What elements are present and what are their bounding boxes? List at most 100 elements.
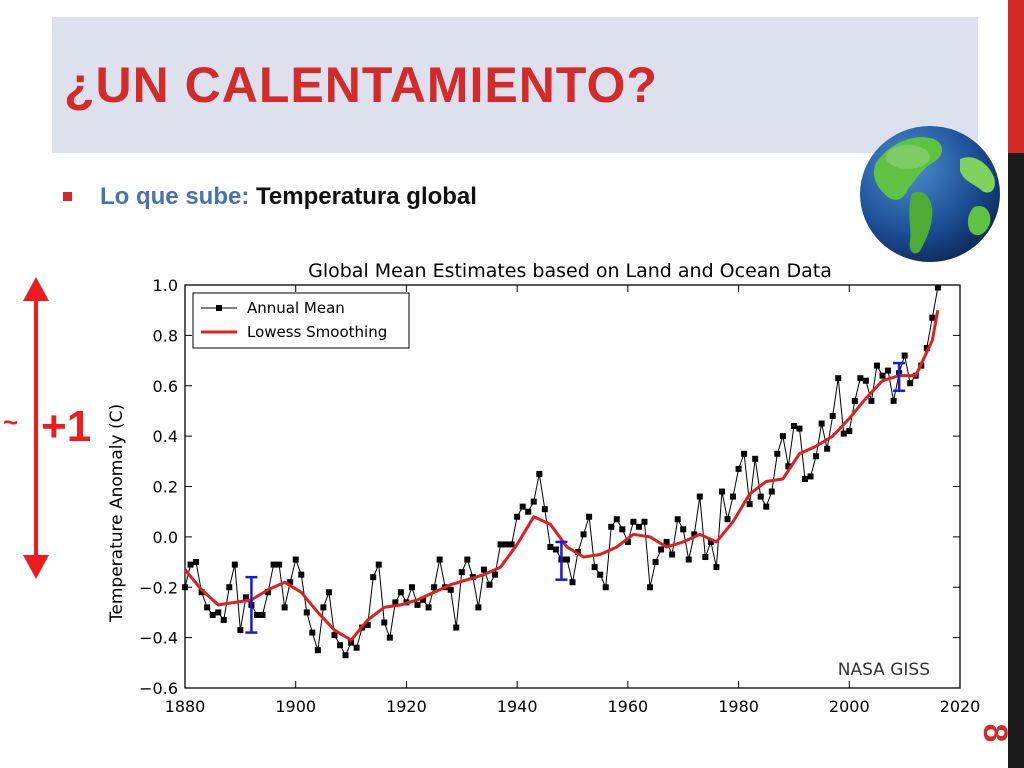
series-annual-mean-point [453,624,460,631]
series-annual-mean-point [226,584,233,591]
series-annual-mean-point [630,518,637,525]
series-annual-mean-point [785,463,792,470]
series-annual-mean-point [934,284,941,291]
series-annual-mean-point [885,367,892,374]
series-annual-mean-point [597,571,604,578]
series-annual-mean-point [381,619,388,626]
series-annual-mean-point [408,584,415,591]
series-annual-mean-point [907,380,914,387]
annotation-approx: ~ [3,407,19,437]
series-annual-mean-point [552,546,559,553]
series-annual-mean-point [674,516,681,523]
x-tick-label: 1880 [165,697,206,716]
x-tick-label: 2000 [829,697,870,716]
series-annual-mean-point [873,362,880,369]
series-annual-mean-point [259,611,266,618]
legend-swatch-annual-marker [216,305,222,311]
y-tick-label: 1.0 [153,276,178,295]
series-annual-mean-point [215,609,222,616]
series-annual-mean-point [353,644,360,651]
bullet-value: Temperatura global [256,183,477,210]
bullet-label: Lo que sube: [100,183,250,210]
series-annual-mean-point [901,352,908,359]
series-annual-mean-point [580,531,587,538]
series-annual-mean-point [237,627,244,634]
series-annual-mean-point [846,428,853,435]
legend-label-annual-mean: Annual Mean [247,299,345,317]
series-annual-mean-point [774,450,781,457]
series-annual-mean-point [890,397,897,404]
series-annual-mean-point [342,652,349,659]
series-annual-mean-point [652,559,659,566]
series-annual-mean-point [508,541,515,548]
series-annual-mean-point [752,455,759,462]
series-annual-mean-point [276,561,283,568]
series-annual-mean-point [420,596,427,603]
series-annual-mean-point [868,397,875,404]
chart-credit: NASA GISS [838,660,930,680]
series-annual-mean-point [835,375,842,382]
series-annual-mean-point [492,571,498,578]
series-annual-mean-point [796,425,803,432]
series-annual-mean-point [392,599,399,606]
series-annual-mean-point [497,541,504,548]
series-annual-mean-point [475,604,482,611]
x-tick-label: 2020 [940,697,981,716]
series-annual-mean-point [309,629,316,636]
x-tick-label: 1940 [497,697,538,716]
series-annual-mean-point [647,584,653,591]
y-tick-label: −0.4 [139,629,178,648]
bullet-square-icon [63,192,72,201]
series-annual-mean-point [414,601,421,608]
series-annual-mean-point [829,412,836,419]
title-band [52,17,978,153]
series-annual-mean-point [563,556,570,563]
series-annual-mean-point [763,503,770,510]
series-annual-mean-point [519,503,526,510]
series-annual-mean-point [397,589,404,596]
series-annual-mean-point [480,566,487,573]
series-annual-mean-point [813,453,820,460]
series-annual-mean-point [929,314,936,321]
series-annual-mean-point [547,543,554,550]
series-annual-mean-point [253,611,260,618]
series-annual-mean-point [818,420,825,427]
page-number: 8 [976,723,1014,743]
series-annual-mean-point [641,518,648,525]
side-accent-red [1008,0,1024,153]
series-annual-mean-point [187,561,194,568]
x-tick-label: 1920 [386,697,427,716]
bullet-point: Lo que sube: Temperatura global [100,183,477,211]
series-annual-mean-point [691,531,698,538]
series-annual-mean-point [337,642,343,649]
series-annual-mean-point [802,475,808,482]
series-annual-mean-point [923,344,930,351]
series-annual-mean-point [287,579,294,586]
y-tick-label: 0.0 [153,528,178,547]
series-annual-mean-point [386,634,393,641]
series-annual-mean-point [857,375,864,382]
series-annual-mean-point [696,493,703,500]
series-annual-mean-point [862,377,869,384]
series-annual-mean-point [879,372,886,379]
series-annual-mean-point [182,584,188,591]
series-annual-mean-point [320,604,327,611]
series-annual-mean-point [768,488,775,495]
series-annual-mean-point [425,604,432,611]
series-annual-mean-point [530,498,537,505]
series-annual-mean-point [658,546,665,553]
series-annual-mean-point [331,632,338,639]
double-arrow-icon [23,277,49,579]
series-annual-mean-point [193,559,200,566]
series-annual-mean-point [741,450,748,457]
series-annual-mean-point [685,556,692,563]
series-annual-mean-point [364,622,371,629]
series-annual-mean-point [746,501,753,508]
y-tick-label: −0.6 [139,679,178,698]
series-annual-mean-point [220,616,227,623]
series-annual-mean-point [298,571,305,578]
series-annual-mean-point [231,561,238,568]
series-annual-mean-point [569,579,576,586]
series-annual-mean-point [757,493,764,500]
series-annual-mean-point [348,639,355,646]
